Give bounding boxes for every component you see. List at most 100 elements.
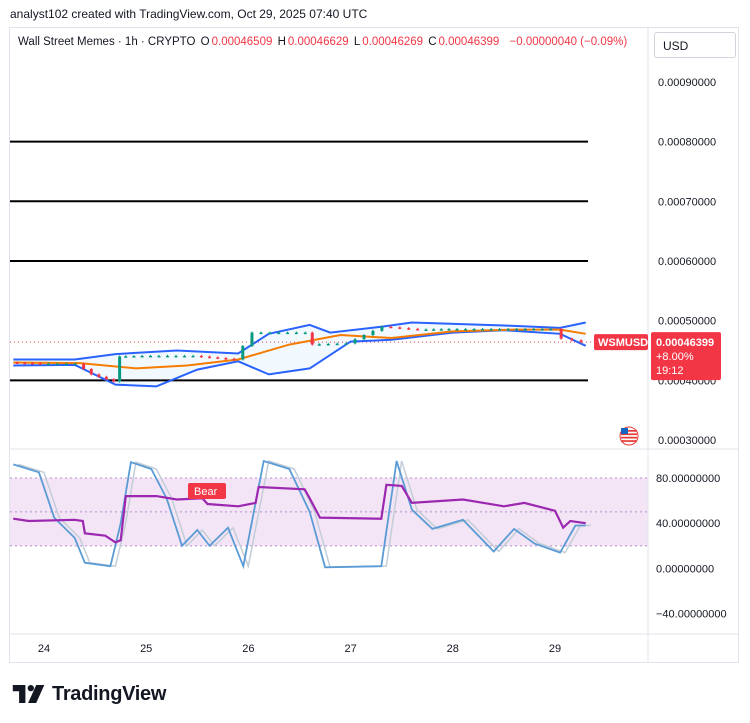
flag-stripe xyxy=(621,433,637,436)
symbol-title: Wall Street Memes · 1h · CRYPTO xyxy=(18,36,196,48)
candle-body xyxy=(112,379,116,382)
axes-layer: 0.00090000 0.00080000 0.00070000 0.00060000… xyxy=(10,28,738,662)
bear-badge-label: Bear xyxy=(194,486,218,498)
price-pane xyxy=(10,140,648,388)
high-label: H xyxy=(277,36,286,48)
price-tick-label: 0.00060000 xyxy=(658,256,716,268)
candle-body xyxy=(97,374,101,377)
candle-body xyxy=(82,363,86,370)
candle-body xyxy=(523,329,527,331)
candle-body xyxy=(464,329,468,331)
ohlc-legend: Wall Street Memes · 1h · CRYPTO O 0.00046… xyxy=(18,36,629,48)
candle-body xyxy=(407,328,411,330)
candle-body xyxy=(540,329,544,331)
chart-frame[interactable] xyxy=(9,27,739,663)
candle-body xyxy=(104,376,108,380)
time-tick-label: 26 xyxy=(242,643,254,655)
candle-body xyxy=(439,329,443,331)
candle-body xyxy=(362,335,366,340)
candle-body xyxy=(118,356,122,382)
candle-body xyxy=(310,332,314,345)
tradingview-logo-icon xyxy=(12,685,45,703)
candle-body xyxy=(148,355,152,358)
candle-body xyxy=(38,363,42,365)
candle-body xyxy=(489,329,493,331)
candle-body xyxy=(380,326,384,331)
open-label: O xyxy=(200,36,210,48)
candle-body xyxy=(447,329,451,331)
symbol-badge[interactable] xyxy=(594,334,648,351)
candle-body xyxy=(286,332,290,335)
candle-body xyxy=(241,346,245,360)
price-badge xyxy=(651,332,721,381)
candle-body xyxy=(140,355,144,358)
oscillator-tick-label: 80.00000000 xyxy=(656,473,720,485)
us-flag-icon xyxy=(619,426,639,446)
open-value: 0.00046509 xyxy=(211,36,273,48)
candle-body xyxy=(183,355,187,358)
candle-body xyxy=(216,357,220,359)
candle-body xyxy=(303,332,307,335)
price-tick-label: 0.00050000 xyxy=(658,316,716,328)
close-value: 0.00046399 xyxy=(438,36,500,48)
candle-body xyxy=(157,355,161,358)
candle-body xyxy=(294,332,298,335)
time-tick-label: 27 xyxy=(344,643,356,655)
price-badge-value: 0.00046399 xyxy=(656,337,714,349)
candle-body xyxy=(515,329,519,331)
price-badge-countdown: 19:12 xyxy=(656,365,684,377)
high-value: 0.00046629 xyxy=(287,36,349,48)
change-value: −0.00000040 (−0.09%) xyxy=(509,36,628,48)
time-tick-label: 24 xyxy=(38,643,50,655)
candle-body xyxy=(268,332,272,335)
bollinger-fill xyxy=(13,322,586,387)
candle-body xyxy=(317,344,321,346)
candle-body xyxy=(46,363,50,366)
candle-body xyxy=(326,343,330,346)
candle-body xyxy=(208,356,212,359)
tradingview-brand: TradingView xyxy=(52,682,167,705)
stochastic-k-line xyxy=(13,459,586,570)
low-value: 0.00046269 xyxy=(362,36,424,48)
flag-canton xyxy=(621,428,628,434)
candle-body xyxy=(472,329,476,331)
candle-body xyxy=(15,362,19,364)
price-tick-label: 0.00030000 xyxy=(658,435,716,447)
flag-stripe xyxy=(621,430,637,432)
candle-body xyxy=(570,338,574,341)
candle-body xyxy=(224,358,228,360)
candle-body xyxy=(89,369,93,375)
tradingview-footer[interactable]: TradingView xyxy=(12,682,166,706)
symbol-badge-label: WSMUSD xyxy=(598,337,648,349)
candle-body xyxy=(481,329,485,331)
candle-body xyxy=(559,329,563,339)
candle-body xyxy=(277,332,281,335)
oscillator-tick-label: 40.00000000 xyxy=(656,518,720,530)
candle-body xyxy=(199,355,203,358)
price-badge-change: +8.00% xyxy=(656,351,694,363)
flag-stripe xyxy=(621,436,637,439)
candle-body xyxy=(398,327,402,329)
candle-body xyxy=(416,328,420,331)
candle-body xyxy=(73,363,77,366)
bear-badge xyxy=(188,483,226,499)
oscillator-tick-label: 0.00000000 xyxy=(656,563,714,575)
currency-button[interactable]: USD xyxy=(654,32,736,58)
candle-body xyxy=(232,358,236,361)
candle-body xyxy=(579,340,583,343)
candle-body xyxy=(353,339,357,344)
close-label: C xyxy=(428,36,437,48)
attribution-header: analyst102 created with TradingView.com,… xyxy=(10,7,368,21)
time-tick-label: 28 xyxy=(447,643,459,655)
bollinger-upper xyxy=(13,321,586,361)
oscillator-pane: Bear xyxy=(10,459,648,570)
candle-body xyxy=(31,363,35,365)
candle-body xyxy=(344,343,348,345)
candle-body xyxy=(506,329,510,331)
time-tick-label: 29 xyxy=(549,643,561,655)
candle-body xyxy=(424,329,428,331)
candle-body xyxy=(250,332,254,347)
candle-body xyxy=(124,356,128,358)
candle-body xyxy=(174,355,178,358)
